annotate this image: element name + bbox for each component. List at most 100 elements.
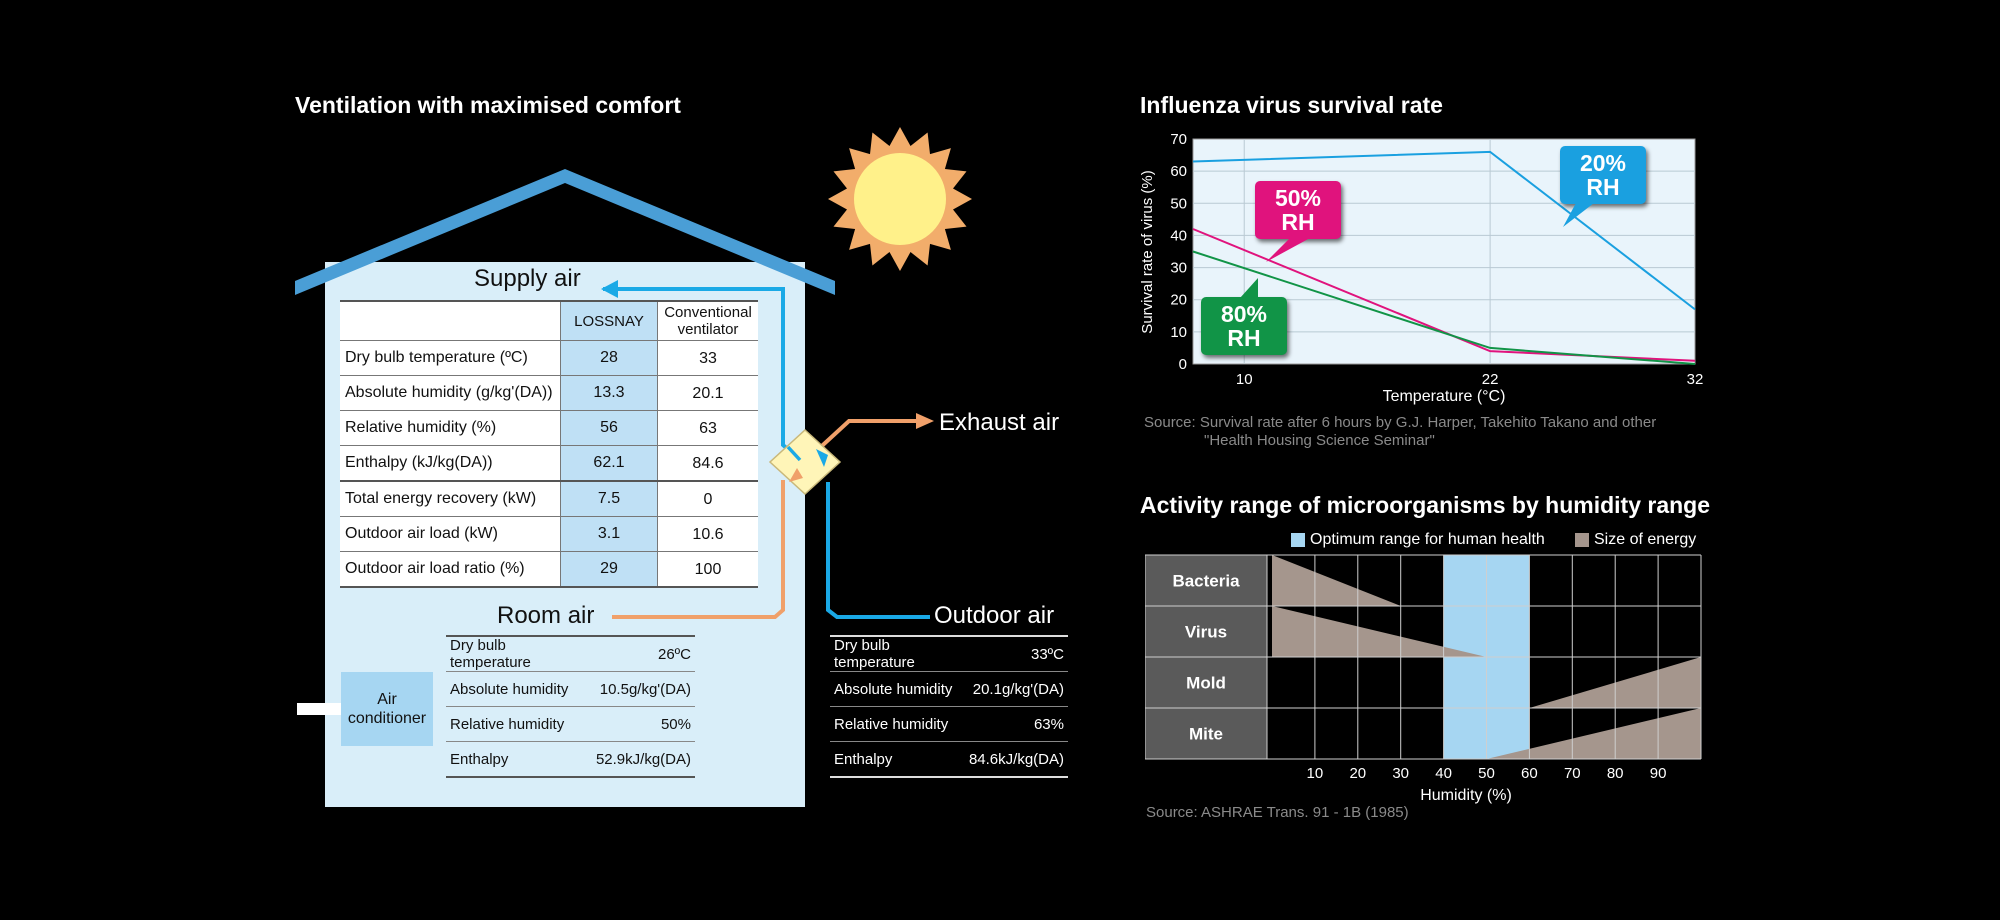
organism-label: Bacteria bbox=[1172, 572, 1240, 591]
outdoor-condition-value: 20.1g/kg'(DA) bbox=[964, 671, 1068, 707]
influenza-title: Influenza virus survival rate bbox=[1140, 92, 1443, 118]
row-label: Total energy recovery (kW) bbox=[340, 481, 561, 517]
room-condition-row: Absolute humidity 10.5g/kg'(DA) bbox=[446, 671, 695, 707]
organism-label-cell bbox=[1145, 554, 1268, 607]
ventilation-title: Ventilation with maximised comfort bbox=[295, 92, 681, 118]
influenza-y-tick: 60 bbox=[1170, 163, 1187, 180]
table-row: Absolute humidity (g/kg'(DA)) 13.3 20.1 bbox=[340, 375, 758, 411]
core-outdoor-arrowhead bbox=[816, 449, 828, 467]
legend-energy: Size of energy bbox=[1575, 531, 1696, 549]
row-label: Relative humidity (%) bbox=[340, 410, 561, 446]
legend-optimum-swatch bbox=[1291, 533, 1305, 547]
room-condition-value: 52.9kJ/kg(DA) bbox=[591, 741, 695, 778]
microorganism-x-tick: 80 bbox=[1607, 765, 1624, 782]
influenza-y-tick: 50 bbox=[1170, 195, 1187, 212]
table-header-row: LOSSNAY Conventional ventilator bbox=[340, 301, 758, 341]
exhaust-air-label: Exhaust air bbox=[939, 409, 1060, 436]
outdoor-conditions-table: Dry bulb temperature 33ºC Absolute humidit… bbox=[830, 635, 1068, 778]
microorganism-x-tick: 50 bbox=[1478, 765, 1495, 782]
table-header-lossnay: LOSSNAY bbox=[560, 301, 658, 341]
microorganism-x-tick: 40 bbox=[1435, 765, 1452, 782]
room-condition-row: Relative humidity 50% bbox=[446, 706, 695, 742]
lossnay-core-icon bbox=[768, 428, 842, 496]
outdoor-condition-value: 84.6kJ/kg(DA) bbox=[964, 741, 1068, 778]
conventional-value: 33 bbox=[657, 340, 758, 376]
conventional-value: 20.1 bbox=[657, 375, 758, 411]
influenza-y-tick: 0 bbox=[1179, 356, 1187, 373]
influenza-x-tick: 10 bbox=[1236, 371, 1253, 388]
outdoor-condition-row: Absolute humidity 20.1g/kg'(DA) bbox=[830, 671, 1068, 707]
microorganism-x-tick: 70 bbox=[1564, 765, 1581, 782]
lossnay-value: 56 bbox=[560, 410, 658, 446]
microorganisms-title: Activity range of microorganisms by humi… bbox=[1140, 492, 1711, 518]
table-header-blank bbox=[340, 301, 561, 341]
comparison-table: LOSSNAY Conventional ventilator Dry bulb… bbox=[340, 300, 758, 588]
influenza-x-tick: 22 bbox=[1482, 371, 1499, 388]
rh20-bubble-rh: RH bbox=[1586, 174, 1620, 200]
rh20-bubble: 20% RH bbox=[1560, 146, 1646, 204]
microorganism-x-tick: 10 bbox=[1307, 765, 1324, 782]
table-row: Outdoor air load (kW) 3.1 10.6 bbox=[340, 516, 758, 552]
row-label: Enthalpy (kJ/kg(DA)) bbox=[340, 445, 561, 482]
room-condition-value: 50% bbox=[591, 706, 695, 742]
row-label: Outdoor air load ratio (%) bbox=[340, 551, 561, 588]
outdoor-condition-label: Dry bulb temperature bbox=[830, 636, 965, 672]
lossnay-value: 28 bbox=[560, 340, 658, 376]
conventional-value: 0 bbox=[657, 481, 758, 517]
influenza-source-line2: "Health Housing Science Seminar" bbox=[1204, 432, 1435, 449]
outdoor-air-line bbox=[826, 482, 930, 619]
outdoor-condition-row: Enthalpy 84.6kJ/kg(DA) bbox=[830, 741, 1068, 778]
lossnay-value: 13.3 bbox=[560, 375, 658, 411]
rh20-bubble-pct: 20% bbox=[1579, 150, 1627, 176]
rh50-bubble-rh: RH bbox=[1281, 209, 1315, 235]
outdoor-condition-row: Dry bulb temperature 33ºC bbox=[830, 636, 1068, 672]
legend-energy-label: Size of energy bbox=[1594, 531, 1697, 548]
influenza-series-line bbox=[1192, 150, 1696, 311]
room-condition-row: Dry bulb temperature 26ºC bbox=[446, 636, 695, 672]
microorganism-x-tick: 30 bbox=[1392, 765, 1409, 782]
influenza-y-axis-label: Survival rate of virus (%) bbox=[1139, 170, 1156, 333]
conventional-value: 63 bbox=[657, 410, 758, 446]
microorganism-x-tick: 90 bbox=[1650, 765, 1667, 782]
influenza-series-line bbox=[1192, 228, 1696, 362]
legend-energy-swatch bbox=[1575, 533, 1589, 547]
air-conditioner-pipe bbox=[297, 703, 341, 715]
lossnay-value: 29 bbox=[560, 551, 658, 588]
conventional-value: 84.6 bbox=[657, 445, 758, 482]
influenza-series-line bbox=[1192, 250, 1696, 365]
core-room-arrowhead bbox=[789, 468, 803, 482]
room-air-line bbox=[612, 480, 785, 619]
microorganism-x-tick: 60 bbox=[1521, 765, 1538, 782]
room-condition-value: 26ºC bbox=[591, 636, 695, 672]
rh80-bubble-pct: 80% bbox=[1220, 301, 1268, 327]
outdoor-condition-label: Relative humidity bbox=[830, 706, 965, 742]
table-header-conventional: Conventional ventilator bbox=[657, 301, 758, 341]
legend-optimum: Optimum range for human health bbox=[1291, 531, 1545, 549]
energy-wedge-mite bbox=[1486, 708, 1701, 759]
conventional-value: 10.6 bbox=[657, 516, 758, 552]
air-conditioner: Air conditioner bbox=[341, 672, 433, 746]
conventional-value: 100 bbox=[657, 551, 758, 588]
table-row: Dry bulb temperature (ºC) 28 33 bbox=[340, 340, 758, 376]
supply-air-label: Supply air bbox=[474, 265, 581, 292]
rh50-bubble: 50% RH bbox=[1255, 181, 1341, 239]
organism-label-cell bbox=[1145, 605, 1268, 658]
room-condition-label: Absolute humidity bbox=[446, 671, 592, 707]
organism-label: Virus bbox=[1185, 623, 1227, 642]
organism-label: Mite bbox=[1189, 725, 1223, 744]
organism-label: Mold bbox=[1186, 674, 1226, 693]
outdoor-air-label: Outdoor air bbox=[934, 602, 1055, 629]
room-condition-value: 10.5g/kg'(DA) bbox=[591, 671, 695, 707]
table-row: Enthalpy (kJ/kg(DA)) 62.1 84.6 bbox=[340, 445, 758, 482]
row-label: Absolute humidity (g/kg'(DA)) bbox=[340, 375, 561, 411]
legend-optimum-label: Optimum range for human health bbox=[1310, 531, 1545, 548]
table-row: Total energy recovery (kW) 7.5 0 bbox=[340, 481, 758, 517]
supply-air-arrowhead bbox=[601, 280, 618, 298]
lossnay-value: 62.1 bbox=[560, 445, 658, 482]
room-condition-label: Enthalpy bbox=[446, 741, 592, 778]
influenza-x-axis-label: Temperature (°C) bbox=[1383, 388, 1506, 405]
influenza-y-tick: 10 bbox=[1170, 324, 1187, 341]
organism-label-cell bbox=[1145, 656, 1268, 709]
influenza-y-tick: 70 bbox=[1170, 131, 1187, 148]
lossnay-value: 3.1 bbox=[560, 516, 658, 552]
